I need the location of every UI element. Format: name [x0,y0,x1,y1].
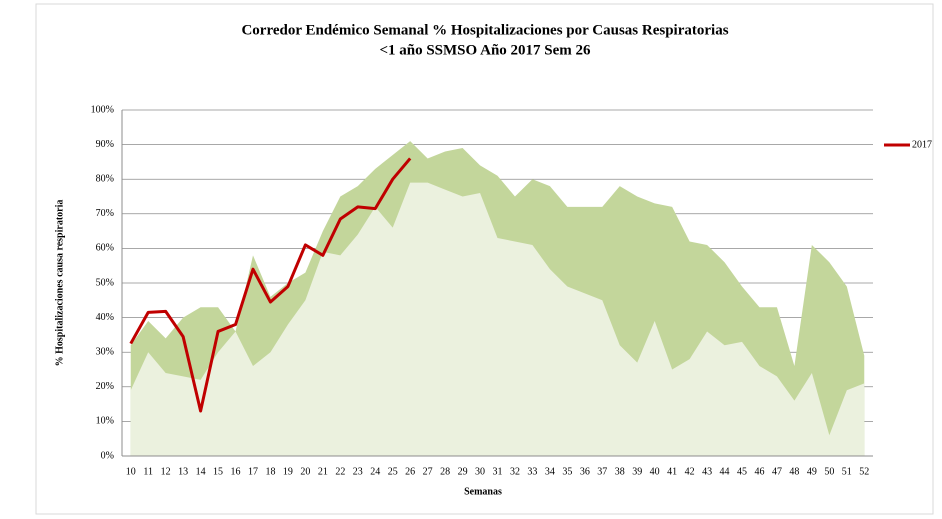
x-tick-label: 14 [196,466,206,477]
y-tick-label: 30% [96,346,114,357]
y-tick-label: 70% [96,208,114,219]
x-tick-label: 24 [370,466,380,477]
x-tick-label: 29 [458,466,468,477]
x-tick-label: 23 [353,466,363,477]
x-tick-label: 50 [824,466,834,477]
y-tick-label: 0% [101,450,114,461]
x-tick-label: 15 [213,466,223,477]
legend-label: 2017 [912,139,932,150]
x-tick-label: 38 [615,466,625,477]
x-tick-label: 32 [510,466,520,477]
x-tick-label: 46 [754,466,764,477]
x-tick-label: 13 [178,466,188,477]
x-tick-label: 37 [597,466,607,477]
y-tick-label: 90% [96,139,114,150]
x-tick-label: 18 [265,466,275,477]
x-tick-label: 36 [580,466,590,477]
x-tick-label: 47 [772,466,782,477]
x-tick-label: 30 [475,466,485,477]
y-tick-label: 80% [96,173,114,184]
x-tick-label: 21 [318,466,328,477]
x-tick-label: 31 [493,466,503,477]
x-tick-label: 35 [562,466,572,477]
x-tick-label: 33 [527,466,537,477]
y-tick-label: 100% [91,104,114,115]
x-tick-label: 34 [545,466,555,477]
y-tick-label: 60% [96,243,114,254]
x-tick-label: 40 [650,466,660,477]
x-tick-label: 17 [248,466,258,477]
x-tick-label: 44 [720,466,730,477]
x-axis-title: Semanas [464,486,502,497]
x-tick-label: 43 [702,466,712,477]
x-tick-label: 11 [143,466,153,477]
x-tick-label: 49 [807,466,817,477]
y-tick-label: 20% [96,381,114,392]
x-tick-label: 20 [300,466,310,477]
x-tick-label: 22 [335,466,345,477]
y-axis-title: % Hospitalizaciones causa respiratoria [54,200,65,367]
x-tick-label: 41 [667,466,677,477]
x-tick-label: 48 [789,466,799,477]
x-tick-label: 26 [405,466,415,477]
x-tick-label: 51 [842,466,852,477]
x-tick-label: 12 [161,466,171,477]
chart-title: Corredor Endémico Semanal % Hospitalizac… [241,22,728,38]
y-tick-label: 10% [96,416,114,427]
x-tick-label: 45 [737,466,747,477]
x-tick-label: 25 [388,466,398,477]
x-tick-label: 27 [423,466,433,477]
x-tick-label: 42 [685,466,695,477]
y-tick-label: 50% [96,277,114,288]
x-tick-label: 52 [859,466,869,477]
x-tick-label: 28 [440,466,450,477]
x-tick-label: 10 [126,466,136,477]
line [129,157,412,413]
x-tick-label: 19 [283,466,293,477]
x-tick-label: 39 [632,466,642,477]
chart-title: <1 año SSMSO Año 2017 Sem 26 [379,42,591,58]
x-tick-label: 16 [231,466,241,477]
y-tick-label: 40% [96,312,114,323]
area [130,182,865,456]
